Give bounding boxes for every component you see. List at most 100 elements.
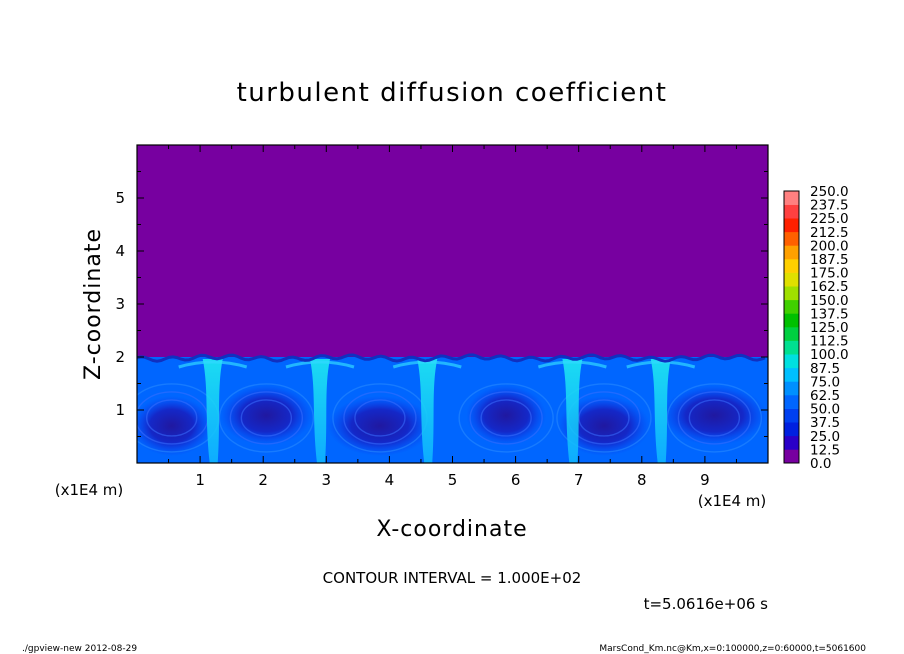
colorbar-level-label: 75.0 [810,374,840,390]
colorbar-labels: 0.012.525.037.550.062.575.087.5100.0112.… [810,184,849,472]
y-tick-label: 4 [115,242,125,260]
colorbar-level-label: 175.0 [810,266,849,282]
eddy-core [137,395,212,456]
y-tick-label: 5 [115,189,125,207]
colorbar-level-label: 212.5 [810,225,849,241]
x-tick-label: 6 [511,471,521,489]
y-axis: 1 2 3 4 5 [115,171,768,437]
colorbar-level-label: 225.0 [810,211,849,227]
colorbar-level-label: 125.0 [810,320,849,336]
colorbar-swatch [784,395,799,409]
colorbar-swatch [784,422,799,437]
colorbar-swatch [784,299,799,314]
colorbar-level-label: 237.5 [810,198,849,214]
colorbar-swatch [784,218,799,233]
colorbar-swatch [784,191,799,205]
plume-spread [392,360,462,369]
streak-line [688,399,741,437]
source-footer: MarsCond_Km.nc@Km,x=0:100000,z=0:60000,t… [599,644,866,654]
streak-line [240,399,293,437]
colorbar-frame [783,190,800,464]
colorbar-level-label: 187.5 [810,252,849,268]
x-axis: 1 2 3 4 5 6 7 8 9 [168,145,737,489]
colorbar-level-label: 137.5 [810,306,849,322]
time-label: t=5.0616e+06 s [644,595,769,613]
x-tick-label: 3 [322,471,332,489]
plumes [178,359,696,463]
colorbar-level-label: 162.5 [810,279,849,295]
plume [562,359,583,463]
colorbar-level-label: 25.0 [810,429,840,445]
streak-line [677,391,752,445]
streak-line [354,399,406,437]
y-tick-label: 3 [115,295,125,313]
streak-line [229,391,304,445]
colorbar-level-label: 150.0 [810,293,849,309]
streak-line [146,399,198,437]
colorbar-swatch [784,204,799,219]
colorbar-swatch [784,381,799,396]
colorbar-swatch [784,340,799,355]
x-tick-label: 2 [258,471,268,489]
program-footer: ./gpview-new 2012-08-29 [22,644,137,654]
x-tick-label: 4 [385,471,395,489]
colorbar-swatch [784,367,799,382]
streak-line [469,391,543,445]
y-axis-label: Z-coordinate [81,228,106,380]
plume-spread [178,360,248,369]
colorbar-level-label: 50.0 [810,402,840,418]
chart-title: turbulent diffusion coefficient [237,78,668,108]
colorbar-level-label: 112.5 [810,334,849,350]
colorbar-swatch [784,408,799,423]
eddy-core [466,385,547,446]
contour-interval-text: CONTOUR INTERVAL = 1.000E+02 [323,569,582,587]
plume-spread [285,360,355,369]
colorbar-level-label: 100.0 [810,347,849,363]
streak-line [480,399,532,437]
colorbar-level-label: 0.0 [810,456,831,472]
eddy-core [220,385,313,446]
colorbar-swatch [784,259,799,273]
x-tick-label: 5 [448,471,458,489]
colorbar-swatch [784,449,799,464]
colorbar-level-label: 200.0 [810,238,849,254]
x-axis-label: X-coordinate [376,517,527,542]
x-tick-label: 7 [574,471,584,489]
streak-line [218,383,315,453]
x-unit-label: (x1E4 m) [698,492,767,510]
x-tick-label: 8 [637,471,647,489]
colorbar-level-label: 37.5 [810,415,840,431]
y-tick-label: 1 [115,401,125,419]
plume [650,359,671,463]
colorbar-level-label: 87.5 [810,361,840,377]
colorbar-level-label: 250.0 [810,184,849,200]
plume-spread [537,360,607,369]
y-tick-label: 2 [115,348,125,366]
streak-line [343,391,417,445]
plume [202,359,223,463]
colorbar-swatch [784,354,799,369]
streak-line [578,399,630,437]
plot-area [137,145,768,463]
x-tick-label: 1 [195,471,205,489]
plume-spread [626,360,696,369]
colorbar-swatch [784,327,799,341]
plume [309,359,330,463]
x-tick-label: 9 [700,471,710,489]
colorbar-level-label: 62.5 [810,388,840,404]
colorbar-swatch [784,313,799,328]
colorbar-swatch [784,245,799,260]
eddy-core [327,395,432,456]
y-unit-label: (x1E4 m) [55,481,124,499]
colorbar-swatch [784,272,799,287]
boundary-top-edge [137,353,766,363]
plume [417,359,438,463]
colorbar-level-label: 12.5 [810,442,840,458]
colorbar-swatch [784,286,799,301]
streak-line [458,383,554,453]
streak-line [666,383,763,453]
colorbar-swatch [784,231,799,246]
colorbar [783,190,800,464]
colorbar-swatch [784,435,799,450]
